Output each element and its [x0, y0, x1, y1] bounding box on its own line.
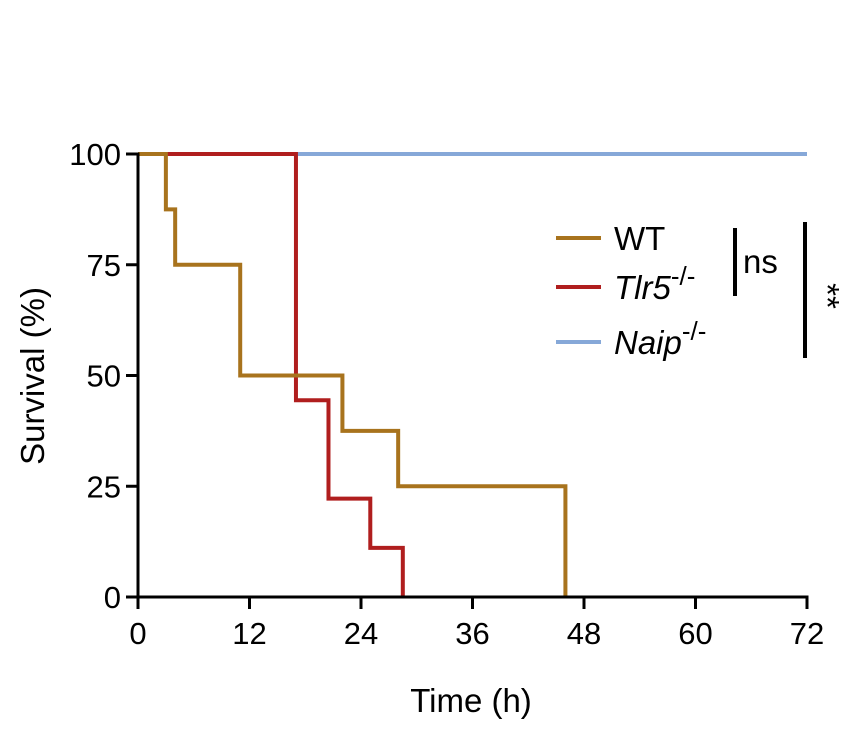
sig-label-double-star: ** — [809, 283, 846, 309]
y-tick-label: 25 — [87, 469, 121, 504]
y-tick-label: 75 — [87, 248, 121, 283]
series-layer — [138, 152, 807, 597]
legend-label-superscript: -/- — [682, 316, 707, 346]
x-tick-label: 48 — [567, 616, 601, 651]
x-tick-label: 12 — [232, 616, 266, 651]
x-tick-label: 0 — [129, 616, 146, 651]
legend-label-base: WT — [614, 220, 665, 257]
x-tick-label: 72 — [790, 616, 824, 651]
sig-label-ns: ns — [743, 243, 778, 280]
legend-label-wt: WT — [614, 220, 665, 257]
x-tick-label: 60 — [678, 616, 712, 651]
x-tick-label: 24 — [344, 616, 378, 651]
y-tick-label: 50 — [87, 359, 121, 394]
y-tick-label: 100 — [69, 137, 121, 172]
axes: 0 12 24 36 48 60 72 0 25 50 75 100 — [69, 137, 824, 651]
x-ticks: 0 12 24 36 48 60 72 — [129, 597, 824, 651]
legend-label-tlr5: Tlr5-/- — [614, 261, 695, 306]
series-line-tlr5 — [138, 152, 405, 597]
significance-brackets: ns ** — [733, 222, 846, 358]
legend-label-superscript: -/- — [671, 261, 696, 291]
legend-label-base: Naip — [614, 324, 682, 361]
y-axis-label: Survival (%) — [14, 287, 51, 465]
legend-label-naip: Naip-/- — [614, 316, 706, 361]
series-line-wt — [138, 152, 568, 597]
y-tick-label: 0 — [104, 580, 121, 615]
legend-label-base: Tlr5 — [614, 269, 671, 306]
y-ticks: 0 25 50 75 100 — [69, 137, 138, 615]
x-axis-label: Time (h) — [410, 682, 532, 719]
x-tick-label: 36 — [455, 616, 489, 651]
